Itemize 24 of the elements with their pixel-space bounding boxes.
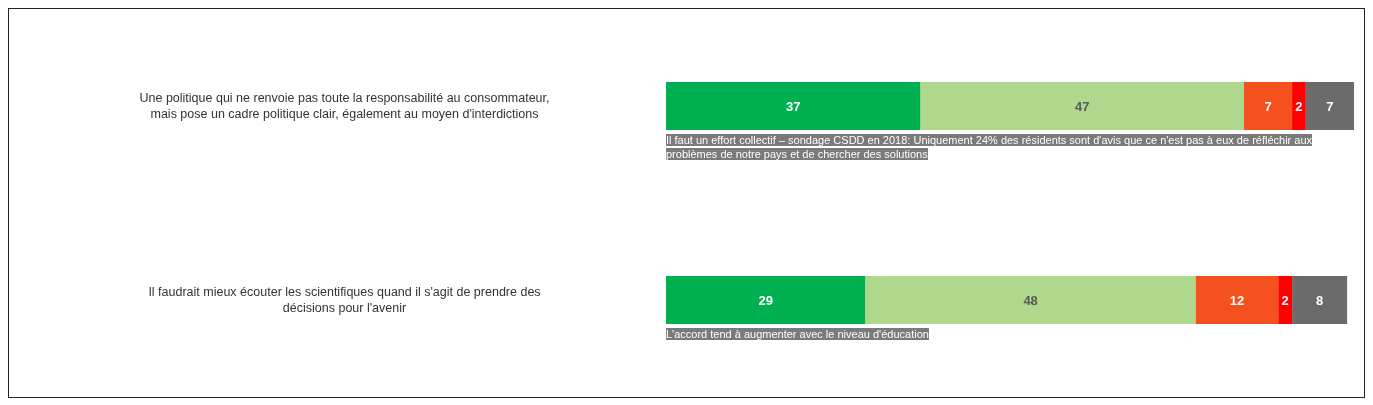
bar bbox=[666, 82, 921, 130]
data-label: 8 bbox=[1315, 292, 1324, 308]
annotation: Il faut un effort collectif – sondage CSDD en 2018: Uniquement 24% des résidents sont d'avis que ce n'est pas à eux de réfléchir aux problèmes de notre pays et de chercher des solutions bbox=[666, 134, 1313, 160]
bar bbox=[1292, 276, 1348, 324]
data-label: 12 bbox=[1229, 292, 1245, 308]
y-tick-label: Il faudrait mieux écouter les scientifiques quand il s'agit de prendre des décisions pour l'avenir bbox=[148, 285, 541, 315]
data-label: 2 bbox=[1281, 292, 1289, 308]
bar bbox=[1243, 82, 1293, 130]
data-label: 29 bbox=[758, 292, 773, 308]
data-label: 7 bbox=[1326, 98, 1334, 114]
data-label: 2 bbox=[1295, 98, 1303, 114]
bar bbox=[920, 82, 1244, 130]
data-label: 7 bbox=[1264, 98, 1272, 114]
data-label: 47 bbox=[1075, 98, 1090, 114]
bar bbox=[865, 276, 1196, 324]
data-label: 37 bbox=[786, 98, 801, 114]
bar bbox=[1292, 82, 1306, 130]
y-tick-label: Une politique qui ne renvoie pas toute la responsabilité au consommateur, mais pose un cadre politique clair, également au moyen d'interdictions bbox=[139, 91, 550, 121]
bar bbox=[1305, 82, 1354, 130]
data-label: 48 bbox=[1023, 292, 1038, 308]
bar bbox=[1278, 276, 1293, 324]
annotation: L'accord tend à augmenter avec le niveau d'éducation bbox=[666, 328, 929, 340]
bar bbox=[666, 276, 866, 324]
bar bbox=[1195, 276, 1279, 324]
